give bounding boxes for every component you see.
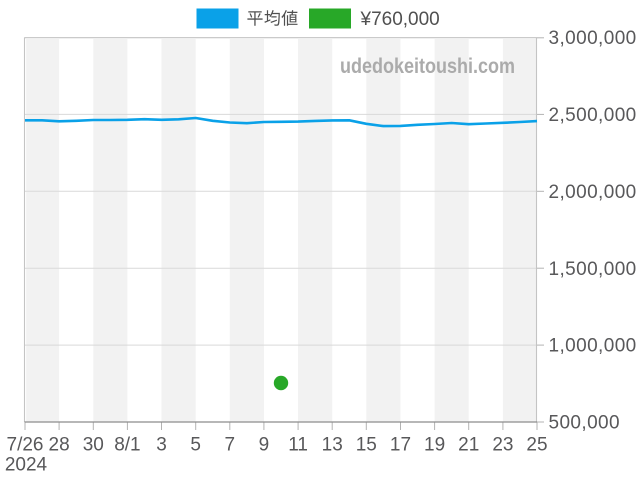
svg-text:2024: 2024 [5, 455, 48, 476]
svg-text:7/26: 7/26 [7, 435, 44, 456]
svg-text:3: 3 [156, 435, 167, 456]
svg-text:17: 17 [390, 435, 411, 456]
svg-text:2,000,000: 2,000,000 [549, 182, 637, 203]
svg-text:30: 30 [83, 435, 104, 456]
svg-text:15: 15 [356, 435, 377, 456]
svg-text:¥760,000: ¥760,000 [360, 9, 440, 30]
svg-text:2,500,000: 2,500,000 [549, 105, 637, 126]
svg-text:21: 21 [458, 435, 479, 456]
svg-text:13: 13 [322, 435, 343, 456]
svg-text:9: 9 [259, 435, 270, 456]
svg-text:25: 25 [526, 435, 547, 456]
svg-text:28: 28 [49, 435, 70, 456]
svg-text:8/1: 8/1 [114, 435, 140, 456]
svg-text:500,000: 500,000 [549, 413, 620, 434]
svg-text:3,000,000: 3,000,000 [549, 28, 637, 49]
svg-text:23: 23 [492, 435, 513, 456]
svg-text:11: 11 [288, 435, 308, 456]
svg-text:5: 5 [190, 435, 201, 456]
svg-text:1,500,000: 1,500,000 [549, 259, 637, 280]
svg-text:7: 7 [225, 435, 236, 456]
svg-text:udedokeitoushi.com: udedokeitoushi.com [340, 54, 515, 78]
svg-text:19: 19 [424, 435, 445, 456]
svg-text:1,000,000: 1,000,000 [549, 336, 637, 357]
